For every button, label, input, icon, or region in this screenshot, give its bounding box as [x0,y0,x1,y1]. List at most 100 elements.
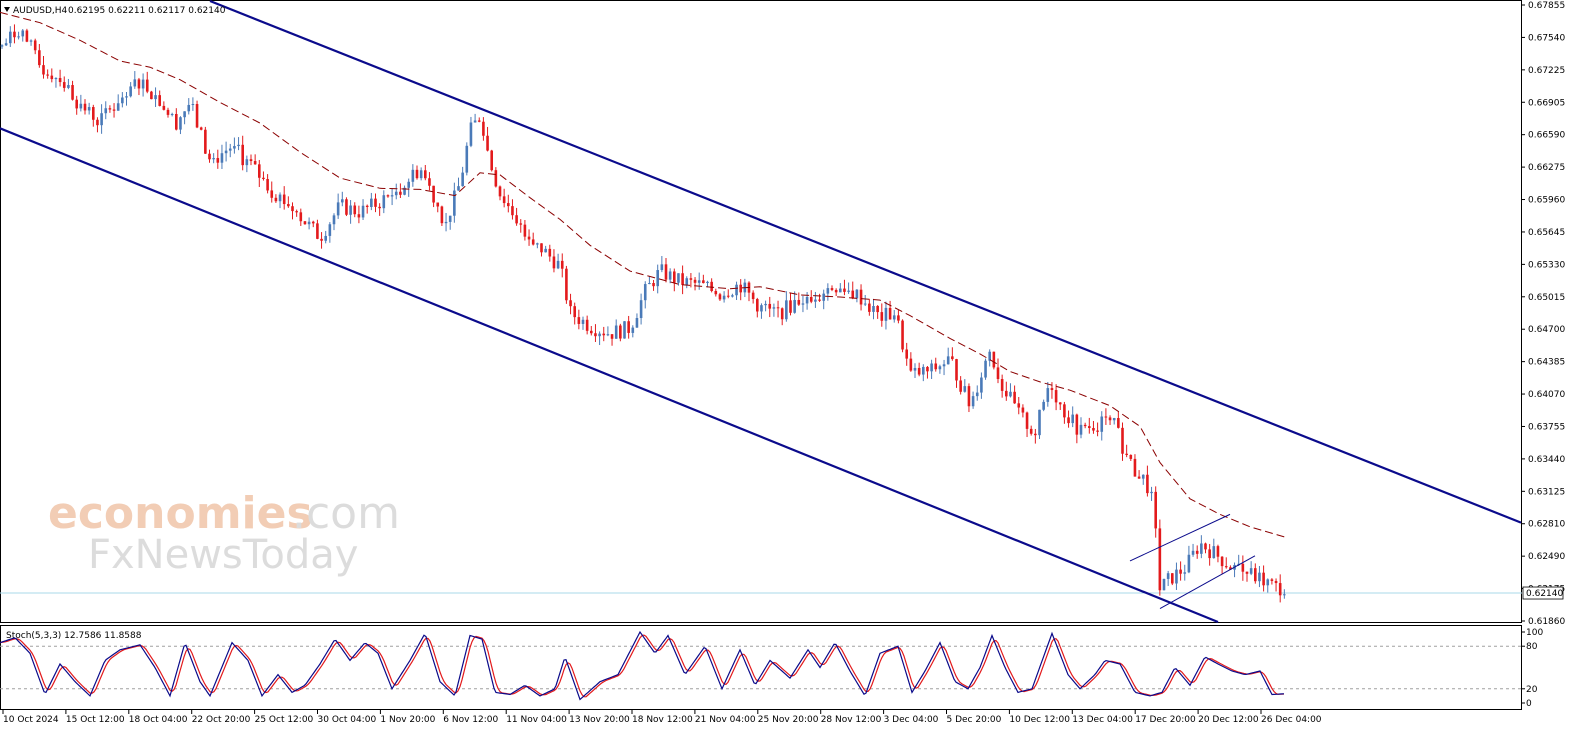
candle-body [83,103,87,111]
candle-body [121,97,124,104]
candle-body [814,299,817,302]
candle-body [693,279,697,283]
candle-body [282,194,286,205]
candle-body [1050,388,1054,391]
watermark-dotcom: .com [292,488,400,539]
moving-average-line [0,11,1286,538]
candle-body [278,194,282,202]
candle-body [1283,594,1286,596]
candle-body [1042,401,1045,410]
candle-body [1150,491,1153,494]
candle-body [453,190,456,216]
candle-body [764,303,767,306]
candle-body [440,206,444,224]
candle-body [552,256,556,269]
candle-body [1249,568,1253,574]
candle-body [1092,427,1095,431]
candle-body [569,300,572,307]
candle-body [386,195,390,197]
stoch-tick-label: 20 [1526,685,1538,695]
candle-body [685,278,689,285]
candle-body [258,164,261,178]
time-tick-label: 1 Nov 20:00 [380,715,435,725]
candle-body [614,325,618,339]
candle-body [610,334,614,339]
candle-body [29,40,33,42]
candle-body [1000,379,1004,391]
candle-body [573,306,576,318]
candle-body [826,288,830,294]
candle-body [751,292,755,300]
candle-body [926,366,929,372]
candle-body [1141,474,1145,479]
candle-body [50,75,54,80]
candle-body [191,104,195,106]
candle-body [1274,580,1278,584]
time-tick-label: 28 Nov 12:00 [821,715,882,725]
symbol-header: AUDUSD,H4 [13,6,68,16]
candle-body [1254,568,1257,582]
candle-body [1063,404,1066,418]
price-tick-label: 0.67855 [1528,1,1565,11]
candle-body [262,177,265,180]
candle-body [432,185,435,203]
time-tick-label: 6 Nov 12:00 [443,715,498,725]
candle-body [274,197,278,202]
candle-body [67,85,70,88]
candle-body [502,196,506,204]
candle-body [104,108,108,114]
candle-body [1104,416,1108,418]
candle-body [519,223,523,225]
candle-body [428,178,431,186]
candle-body [938,366,942,370]
candle-body [245,159,249,166]
watermark: economies .com FxNewsToday [48,488,400,578]
candle-body [303,221,307,225]
candle-body [955,359,958,381]
candle-body [677,273,680,283]
candle-body [436,202,440,207]
candle-body [884,307,888,321]
candle-body [341,199,344,203]
candle-body [1058,402,1062,405]
candle-body [1079,424,1083,435]
candle-body [125,96,128,98]
candle-body [407,181,410,188]
candle-body [1195,550,1199,554]
candle-body [1241,563,1245,572]
candle-body [623,321,626,339]
candle-body [4,43,8,46]
candle-body [100,113,103,126]
candle-body [606,334,610,336]
candle-body [1029,428,1033,434]
candle-body [1175,569,1178,584]
candle-body [834,289,838,293]
candle-body [797,299,801,305]
wedge-upper-line [1129,513,1231,562]
candle-body [1133,458,1137,477]
candle-body [54,77,58,80]
price-axis: 0.67855 0.67540 0.67225 0.66905 0.66590 0.662… [1521,1,1565,627]
candle-body [847,290,850,292]
stoch-signal-line [0,634,1285,698]
candle-body [307,221,311,225]
time-tick-label: 3 Dec 04:00 [884,715,939,725]
candle-body [971,396,975,407]
candle-body [946,356,950,365]
candle-body [465,145,469,173]
candle-body [544,248,547,253]
candle-body [461,172,464,187]
candle-body [187,104,191,112]
current-price-tag-text: 0.62140 [1526,589,1563,599]
candle-body [1125,453,1128,455]
stoch-tick-label: 100 [1526,628,1543,638]
candle-body [560,260,564,269]
candle-body [498,186,502,197]
stoch-main-line [0,630,1285,701]
candle-body [789,300,792,313]
time-tick-label: 10 Dec 12:00 [1009,715,1070,725]
time-tick-label: 5 Dec 20:00 [947,715,1002,725]
candle-body [324,235,327,241]
time-tick-label: 25 Oct 12:00 [255,715,314,725]
candle-body [490,150,493,171]
